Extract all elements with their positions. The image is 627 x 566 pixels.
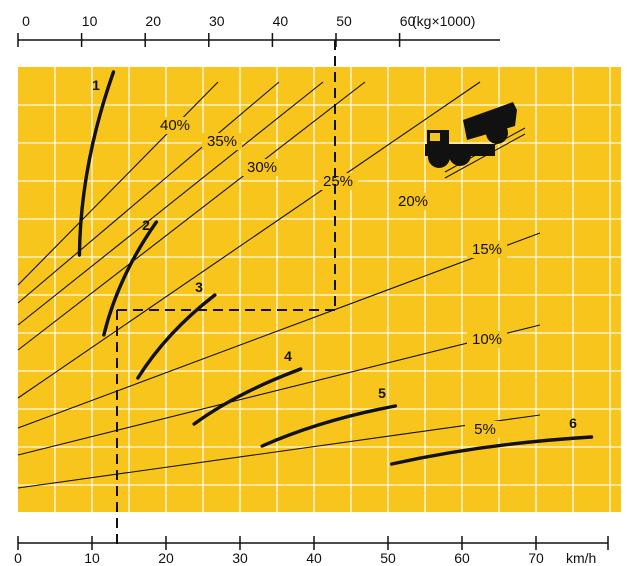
grade-label: 40% [160, 117, 190, 134]
top-axis-tick-label: 50 [336, 13, 352, 29]
gear-curve [136, 293, 217, 380]
gear-label: 3 [195, 279, 203, 295]
bottom-axis-tick-label: 70 [528, 550, 544, 566]
grade-line [17, 414, 541, 489]
grade-label: 15% [472, 241, 502, 258]
grade-label: 10% [472, 331, 502, 348]
bottom-axis-tick-label: 10 [84, 550, 100, 566]
top-axis-tick-label: 10 [82, 13, 98, 29]
dump-truck-icon [425, 102, 526, 179]
bottom-axis-tick-label: 30 [232, 550, 248, 566]
grade-label-background [242, 159, 282, 176]
gear-label: 6 [569, 415, 577, 431]
gear-label: 5 [378, 385, 386, 401]
gear-curve [102, 220, 159, 337]
bottom-axis-tick-label: 40 [306, 550, 322, 566]
grade-label-background [393, 193, 433, 210]
bottom-axis-tick-label: 50 [380, 550, 396, 566]
grade-line [17, 81, 481, 399]
bottom-axis-tick-label: 0 [14, 550, 22, 566]
grade-label-background [465, 421, 505, 438]
gear-label: 2 [142, 217, 150, 233]
grade-label: 20% [398, 193, 428, 210]
gear-curves: 1 2 3 4 5 6 [77, 70, 594, 466]
gear-label: 4 [284, 348, 292, 364]
grade-label-background [467, 331, 507, 348]
top-axis-unit-label: (kg×1000) [412, 13, 475, 29]
grade-line [17, 81, 219, 286]
bottom-axis: 0 10 20 30 40 50 60 70 km/h [14, 536, 609, 566]
grade-line [17, 81, 280, 304]
grade-line [17, 232, 541, 429]
top-axis: 0 10 20 30 40 50 60 (kg×1000) [17, 13, 500, 47]
plot-background [18, 67, 621, 512]
top-axis-tick-label: 60 [400, 13, 416, 29]
top-axis-tick-label: 0 [22, 13, 30, 29]
gear-curve [77, 70, 116, 257]
grade-line [17, 324, 541, 456]
grade-label-background [318, 173, 358, 190]
bottom-axis-unit-label: km/h [566, 550, 596, 566]
top-axis-tick-label: 20 [145, 13, 161, 29]
plot-area: 40% 35% 30% 25% 20% 15% 10% 5% 1 2 3 4 5 6 [17, 40, 621, 548]
bottom-axis-tick-label: 60 [454, 550, 470, 566]
grade-lines [17, 81, 541, 489]
grade-label-background [202, 133, 242, 150]
grade-line [17, 81, 324, 326]
gear-curve [192, 367, 303, 426]
grade-label: 5% [474, 421, 496, 438]
top-axis-tick-label: 40 [273, 13, 289, 29]
top-axis-tick-label: 30 [209, 13, 225, 29]
bottom-axis-tick-label: 20 [158, 550, 174, 566]
example-trace [116, 40, 336, 548]
grade-labels: 40% 35% 30% 25% 20% 15% 10% 5% [155, 117, 507, 438]
grade-label: 25% [323, 173, 353, 190]
grade-line [17, 81, 366, 351]
grade-label-background [467, 241, 507, 258]
grade-label-background [155, 117, 195, 134]
gear-curve [260, 404, 398, 448]
grade-label: 30% [247, 159, 277, 176]
gear-curve [390, 435, 594, 466]
gear-label: 1 [92, 77, 100, 93]
grade-label: 35% [207, 133, 237, 150]
